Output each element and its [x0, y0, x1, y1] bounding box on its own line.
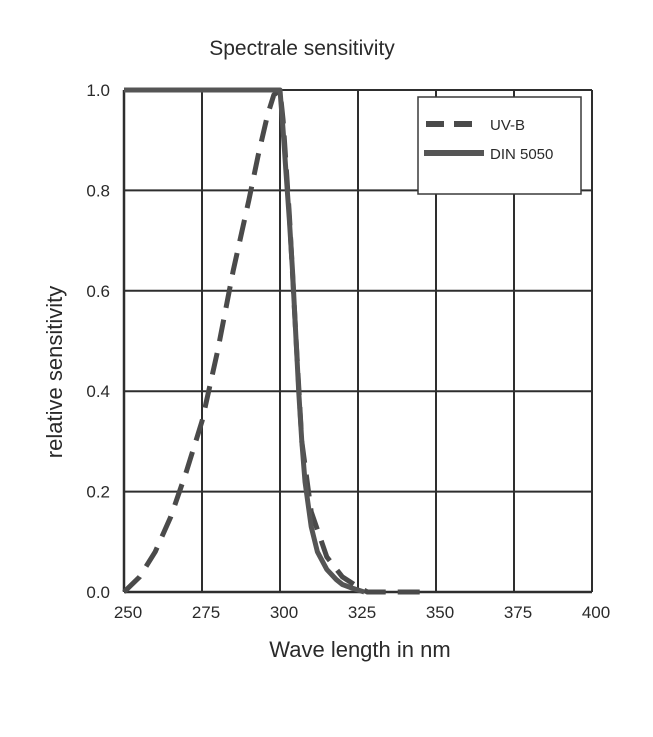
y-tick-label-0-8: 0.8	[86, 181, 110, 200]
y-axis-label: relative sensitivity	[42, 286, 67, 458]
y-tick-label-1: 1.0	[86, 81, 110, 100]
legend-label-uv-b: UV-B	[490, 117, 525, 134]
chart-title: Spectrale sensitivity	[209, 37, 395, 60]
data-series	[122, 87, 421, 595]
y-tick-label-0-6: 0.6	[86, 282, 110, 301]
x-tick-label-300: 300	[270, 603, 298, 622]
x-tick-label-325: 325	[348, 603, 376, 622]
legend-label-din-5050: DIN 5050	[490, 146, 553, 163]
legend: UV-B DIN 5050	[417, 96, 582, 195]
x-tick-label-400: 400	[582, 603, 610, 622]
x-tick-label-275: 275	[192, 603, 220, 622]
x-tick-label-250: 250	[114, 603, 142, 622]
grid-lines	[122, 89, 593, 594]
y-tick-label-0-4: 0.4	[86, 382, 110, 401]
y-tick-label-0: 0.0	[86, 583, 110, 602]
x-tick-label-375: 375	[504, 603, 532, 622]
x-tick-label-350: 350	[426, 603, 454, 622]
legend-box	[417, 96, 582, 195]
x-axis-label: Wave length in nm	[269, 637, 450, 662]
y-tick-label-0-2: 0.2	[86, 483, 110, 502]
tick-labels: 250 275 300 325 350 375 400 0.0 0.2 0.4 0.6 0.8 1.0	[86, 81, 610, 622]
series-line-din-5050	[124, 87, 365, 595]
